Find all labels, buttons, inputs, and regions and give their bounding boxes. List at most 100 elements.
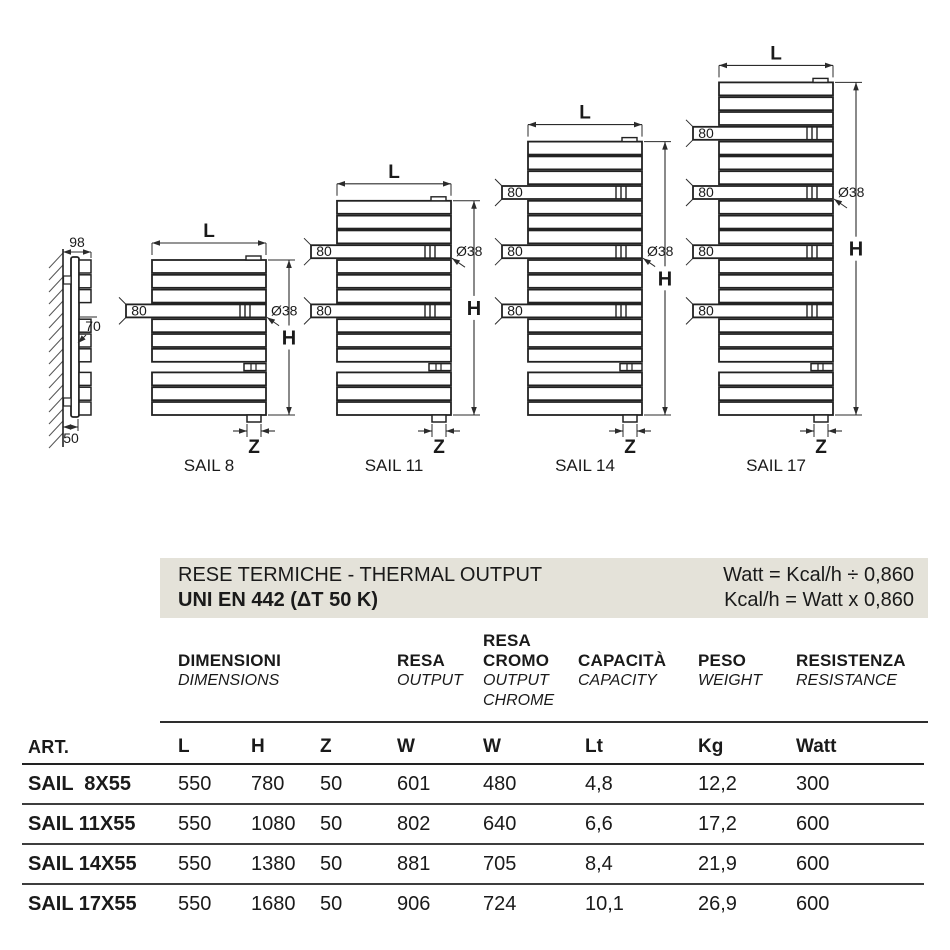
table-row-sail-8x55: SAIL 8X55 550 780 50 601 480 4,8 12,2 30…	[22, 765, 924, 805]
offset-dim-80: 80	[698, 302, 714, 318]
unit-w-chrome: W	[483, 736, 501, 757]
radiator-name: SAIL 8	[184, 456, 234, 475]
column-group-peso: PESO WEIGHT	[698, 651, 788, 691]
diameter-label: Ø38	[647, 243, 674, 259]
value-cell: 881	[397, 852, 431, 875]
value-cell: 550	[178, 892, 212, 915]
value-cell: 640	[483, 812, 517, 835]
offset-dim-80: 80	[507, 184, 523, 200]
value-cell: 780	[251, 772, 285, 795]
dim-label-Z: Z	[433, 437, 445, 458]
value-cell: 50	[320, 812, 343, 835]
dim-label-H: H	[658, 268, 672, 290]
value-cell: 600	[796, 852, 830, 875]
radiator-sail-14: 80 80 Ø38 80 L H Z SAIL 14	[494, 103, 675, 475]
value-cell: 600	[796, 892, 830, 915]
diameter-label: Ø38	[838, 184, 865, 200]
group-label-en: OUTPUT	[397, 672, 463, 689]
value-cell: 6,6	[585, 812, 613, 835]
group-label-it: RESA CROMO	[483, 631, 550, 670]
dim-label-H: H	[467, 298, 481, 320]
value-cell: 10,1	[585, 892, 624, 915]
group-label-en: CAPACITY	[578, 672, 657, 689]
value-cell: 724	[483, 892, 517, 915]
column-group-capacita: CAPACITÀ CAPACITY	[578, 651, 688, 691]
column-group-resa: RESA OUTPUT	[397, 651, 487, 691]
column-group-dimensioni: DIMENSIONI DIMENSIONS	[178, 651, 348, 691]
diameter-label: Ø38	[271, 302, 298, 318]
dim-label-Z: Z	[815, 437, 827, 458]
side-dim-98: 98	[69, 234, 85, 250]
formula-kcal: Kcal/h = Watt x 0,860	[724, 589, 914, 611]
unit-lt: Lt	[585, 736, 603, 757]
group-label-it: RESA	[397, 651, 446, 670]
column-group-resa-cromo: RESA CROMO OUTPUT CHROME	[483, 631, 571, 711]
value-cell: 550	[178, 852, 212, 875]
units-header-row: ART. L H Z W W Lt Kg Watt	[22, 731, 924, 765]
offset-dim-80: 80	[316, 302, 332, 318]
group-label-it: PESO	[698, 651, 747, 670]
offset-dim-80: 80	[131, 302, 147, 318]
group-label-it: RESISTENZA	[796, 651, 906, 670]
art-cell: SAIL 8X55	[28, 772, 132, 795]
art-cell: SAIL 11X55	[28, 812, 136, 835]
unit-watt: Watt	[796, 736, 837, 757]
radiator-name: SAIL 17	[746, 456, 806, 475]
value-cell: 50	[320, 772, 343, 795]
value-cell: 550	[178, 812, 212, 835]
dim-label-H: H	[282, 328, 296, 350]
dim-label-H: H	[849, 239, 863, 261]
side-view: 98 70 50	[48, 234, 101, 449]
dim-label-L: L	[770, 43, 782, 64]
value-cell: 550	[178, 772, 212, 795]
value-cell: 802	[397, 812, 431, 835]
offset-dim-80: 80	[698, 184, 714, 200]
value-cell: 1680	[251, 892, 296, 915]
value-cell: 705	[483, 852, 517, 875]
offset-dim-80: 80	[316, 243, 332, 259]
group-header-rule	[160, 721, 928, 723]
thermal-title-line1: RESE TERMICHE - THERMAL OUTPUT	[178, 564, 543, 586]
side-dim-70: 70	[85, 318, 101, 334]
dim-label-Z: Z	[248, 437, 260, 458]
value-cell: 1380	[251, 852, 296, 875]
table-row-sail-11x55: SAIL 11X55 550 1080 50 802 640 6,6 17,2 …	[22, 805, 924, 845]
group-label-en: WEIGHT	[698, 672, 762, 689]
value-cell: 12,2	[698, 772, 737, 795]
column-group-resistenza: RESISTENZA RESISTANCE	[796, 651, 936, 691]
art-header: ART.	[28, 736, 70, 757]
radiator-sail-17: 80 80 Ø38 80 80 L H Z SAIL 17	[685, 43, 866, 475]
group-label-en: DIMENSIONS	[178, 672, 280, 689]
unit-w-output: W	[397, 736, 415, 757]
unit-h: H	[251, 736, 265, 757]
offset-dim-80: 80	[507, 243, 523, 259]
offset-dim-80: 80	[698, 125, 714, 141]
dim-label-L: L	[579, 103, 591, 124]
dim-label-L: L	[203, 221, 215, 242]
unit-z: Z	[320, 736, 332, 757]
diameter-label: Ø38	[456, 243, 483, 259]
value-cell: 50	[320, 852, 343, 875]
spec-table: ART. L H Z W W Lt Kg Watt SAIL 8X55 550 …	[22, 731, 924, 923]
unit-kg: Kg	[698, 736, 724, 757]
table-row-sail-17x55: SAIL 17X55 550 1680 50 906 724 10,1 26,9…	[22, 885, 924, 923]
value-cell: 300	[796, 772, 830, 795]
dim-label-Z: Z	[624, 437, 636, 458]
dim-label-L: L	[388, 162, 400, 183]
thermal-title-line2: UNI EN 442 (ΔT 50 K)	[178, 589, 378, 611]
radiator-sail-8: 80 Ø38 L H Z SAIL 8	[118, 221, 299, 475]
value-cell: 480	[483, 772, 517, 795]
table-row-sail-14x55: SAIL 14X55 550 1380 50 881 705 8,4 21,9 …	[22, 845, 924, 885]
value-cell: 26,9	[698, 892, 737, 915]
side-dim-50: 50	[63, 430, 79, 446]
thermal-output-title: RESE TERMICHE - THERMAL OUTPUT UNI EN 44…	[178, 563, 542, 613]
value-cell: 4,8	[585, 772, 613, 795]
value-cell: 8,4	[585, 852, 613, 875]
conversion-formulas: Watt = Kcal/h ÷ 0,860 Kcal/h = Watt x 0,…	[723, 563, 914, 613]
art-cell: SAIL 17X55	[28, 892, 137, 915]
value-cell: 17,2	[698, 812, 737, 835]
value-cell: 600	[796, 812, 830, 835]
value-cell: 906	[397, 892, 431, 915]
thermal-output-band: RESE TERMICHE - THERMAL OUTPUT UNI EN 44…	[160, 558, 928, 618]
radiator-name: SAIL 14	[555, 456, 615, 475]
